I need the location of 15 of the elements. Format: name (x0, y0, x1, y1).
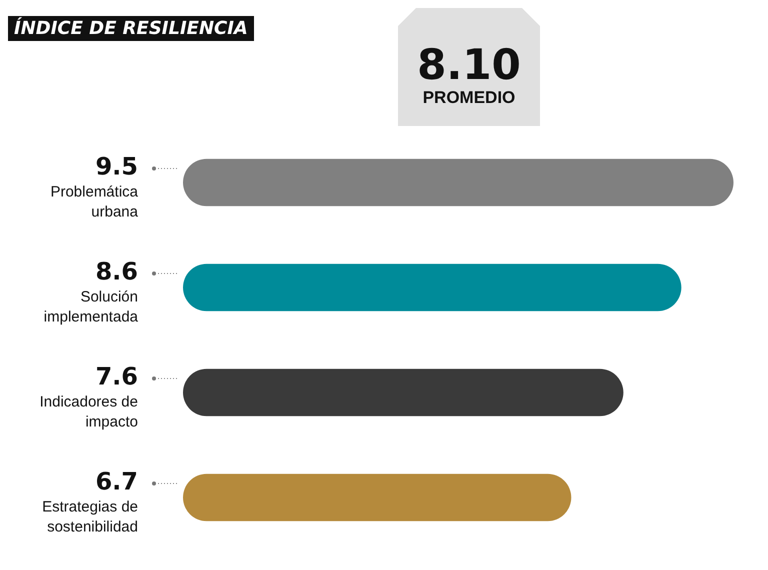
y-tick-label: Problemática urbana (50, 184, 139, 221)
text: 8.10 (416, 40, 522, 89)
y-tick-label: Solución implementada (44, 288, 139, 326)
chart-title: ÍNDICE DE RESILIENCIA (8, 16, 254, 41)
bar (183, 264, 682, 312)
data-label: 9.5 (95, 152, 138, 181)
bar (183, 474, 572, 522)
data-label: 7.6 (95, 362, 138, 391)
bar (183, 158, 734, 206)
y-tick-label: Estrategias de sostenibilidad (42, 498, 138, 536)
data-label: 6.7 (95, 468, 138, 496)
data-label: 8.6 (95, 258, 138, 286)
bar (183, 368, 624, 416)
text: PROMEDIO (422, 88, 516, 108)
y-tick-label: Indicadores de impacto (40, 394, 138, 431)
